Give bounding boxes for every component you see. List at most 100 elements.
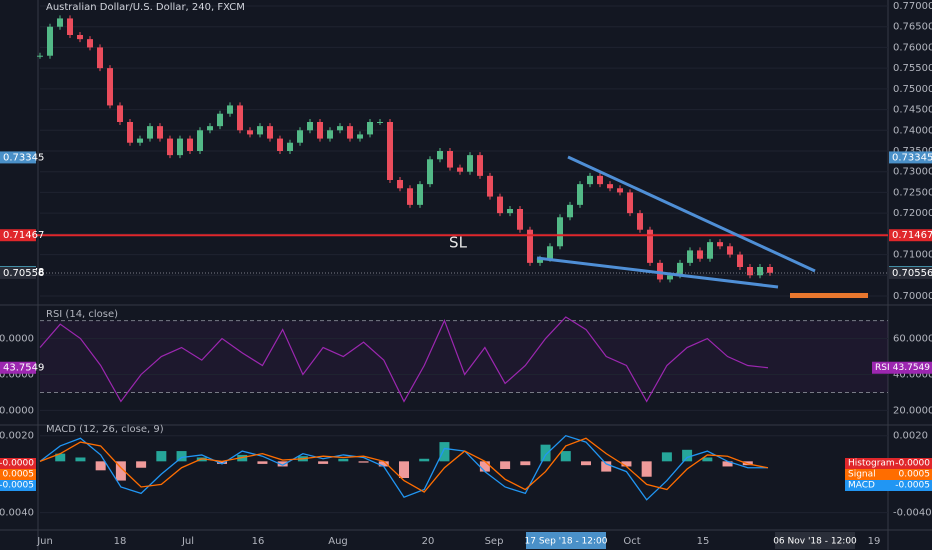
candle <box>107 68 113 106</box>
rsi-band <box>40 320 888 393</box>
y-tick-label: 0.70000 <box>893 291 932 302</box>
price-badge-label: 0.73345 <box>3 152 44 163</box>
candle <box>387 122 393 180</box>
candle <box>457 167 463 172</box>
histogram-bar <box>156 451 167 462</box>
time-end: 06 Nov '18 - 12:00 <box>773 537 857 547</box>
candle <box>337 126 343 131</box>
histogram-bar <box>419 458 430 462</box>
candle <box>167 138 173 156</box>
y-tick-label: -0.0040 <box>0 508 34 519</box>
candle <box>97 47 103 69</box>
legend-value: -0.0000 <box>895 459 930 469</box>
price-badge-label: 0.70556 <box>3 268 44 279</box>
y-tick-label: 0.72000 <box>893 208 932 219</box>
time-end-badge <box>775 532 855 549</box>
time-cursor-badge <box>526 532 606 549</box>
price-badge <box>889 266 932 279</box>
candle <box>527 229 533 263</box>
time-label: Aug <box>328 536 348 547</box>
histogram-bar <box>95 461 106 471</box>
histogram-bar <box>682 449 693 462</box>
price-badge-label: 0.73345 <box>892 152 932 163</box>
target-box[interactable] <box>790 293 868 298</box>
candle <box>707 242 713 259</box>
candle <box>427 159 433 185</box>
candle <box>327 130 333 139</box>
time-label: 19 <box>868 536 881 547</box>
legend-badge <box>845 480 932 491</box>
candle <box>477 155 483 176</box>
y-tick-label: 40.0000 <box>893 369 932 380</box>
legend-name: Histogram <box>848 459 895 469</box>
candle <box>407 188 413 205</box>
y-tick-label: 0.77000 <box>893 1 932 12</box>
histogram-bar <box>399 461 409 478</box>
candle <box>687 250 693 263</box>
left-badge <box>0 480 36 491</box>
candle <box>267 126 273 139</box>
candle <box>207 126 213 131</box>
candle <box>567 204 573 218</box>
legend-value: -0.0005 <box>895 481 930 491</box>
legend-badge <box>845 458 932 469</box>
rsi-badge <box>872 361 932 374</box>
candle <box>147 126 153 139</box>
price-badge <box>0 266 36 279</box>
legend-value: 0.0005 <box>899 470 931 480</box>
y-tick-label: -0.0040 <box>893 508 932 519</box>
chart-title: Australian Dollar/U.S. Dollar, 240, FXCM <box>46 2 245 13</box>
histogram-bar <box>702 457 713 462</box>
candle <box>747 267 753 276</box>
candle <box>67 18 73 35</box>
price-badge <box>0 229 36 242</box>
histogram-bar <box>176 451 187 462</box>
legend-badge <box>845 469 932 480</box>
candle <box>37 55 43 57</box>
histogram-bar <box>560 451 571 462</box>
price-badge-label: 0.70556 <box>892 268 932 279</box>
histogram-bar <box>136 461 147 468</box>
price-badge <box>889 229 932 242</box>
candle <box>177 138 183 156</box>
candle <box>657 262 663 280</box>
histogram-bar <box>439 442 450 462</box>
candle <box>737 254 743 267</box>
time-label: 15 <box>697 536 710 547</box>
histogram-bar <box>217 461 227 464</box>
candle <box>667 275 673 280</box>
y-tick-label: 0.72500 <box>893 187 932 198</box>
candle <box>127 122 133 143</box>
candle <box>597 175 603 185</box>
y-tick-label: 0.74000 <box>893 125 932 136</box>
y-tick-label: 0.0020 <box>893 431 928 442</box>
trend-line[interactable] <box>567 155 816 273</box>
trend-line[interactable] <box>536 256 779 289</box>
histogram-bar <box>500 461 511 470</box>
left-badge-value: -0.0000 <box>0 459 34 469</box>
candle <box>547 246 553 259</box>
histogram-bar <box>581 461 591 466</box>
candle <box>397 180 403 189</box>
candle <box>717 242 723 247</box>
macd-title: MACD (12, 26, close, 9) <box>46 424 164 435</box>
y-tick-label: 20.0000 <box>893 405 932 416</box>
time-label: 18 <box>114 536 127 547</box>
time-label: 20 <box>422 536 435 547</box>
candle <box>317 122 323 139</box>
candle <box>417 184 423 205</box>
candle <box>497 196 503 214</box>
rsi-badge-name: RSI <box>875 363 890 373</box>
candle <box>307 122 313 131</box>
y-tick-label: 0.74500 <box>893 105 932 116</box>
histogram-bar <box>378 461 389 467</box>
candle <box>487 175 493 197</box>
histogram-bar <box>75 457 86 462</box>
annotation[interactable]: SL <box>449 234 468 252</box>
y-tick-label: 20.0000 <box>0 405 34 416</box>
candle <box>217 113 223 127</box>
candle <box>137 138 143 143</box>
histogram-bar <box>257 461 268 464</box>
candle <box>47 26 53 56</box>
histogram-bar <box>358 461 369 463</box>
